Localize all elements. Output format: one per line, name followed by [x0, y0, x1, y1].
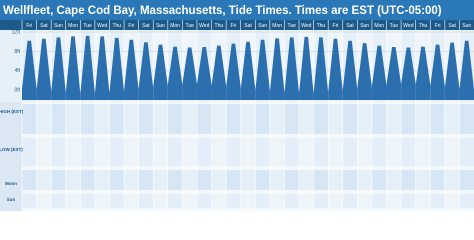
day-label: Sat [40, 23, 48, 29]
day-label: Tue [288, 23, 297, 29]
tide-spike [124, 39, 139, 100]
day-label: Sat [448, 23, 456, 29]
tide-spike [167, 46, 183, 100]
row-label: Sun [7, 197, 16, 202]
table-row [22, 104, 474, 134]
day-label: Sat [142, 23, 150, 29]
tide-spike [313, 37, 329, 100]
tide-spike [342, 40, 358, 100]
tide-chart: Wellfleet, Cape Cod Bay, Massachusetts, … [0, 0, 474, 211]
day-label: Tue [83, 23, 92, 29]
table-row [22, 194, 474, 208]
tide-spike [94, 36, 110, 100]
day-label: Sun [54, 23, 63, 29]
y-tick-label: 4ft [14, 68, 20, 74]
tide-spike [269, 38, 285, 100]
day-label: Sun [462, 23, 471, 29]
day-label: Wed [301, 23, 311, 29]
tide-spike [51, 37, 66, 100]
day-label: Thu [215, 23, 224, 29]
day-label: Tue [185, 23, 194, 29]
tide-spike [182, 47, 197, 100]
y-tick-label: 12ft [12, 29, 21, 35]
tide-spike [80, 35, 95, 101]
table-row [22, 170, 474, 190]
tide-spike [153, 44, 168, 100]
day-label: Sat [244, 23, 252, 29]
day-label: Fri [333, 23, 339, 29]
tide-spike [240, 41, 256, 100]
day-label: Wed [199, 23, 209, 29]
day-header [0, 20, 474, 30]
day-label: Sun [360, 23, 369, 29]
day-label: Thu [112, 23, 121, 29]
day-label: Fri [230, 23, 236, 29]
y-tick-label: 8ft [14, 49, 20, 55]
tide-spike [328, 38, 343, 100]
tide-spike [299, 36, 314, 100]
tide-spike [138, 42, 154, 100]
day-label: Thu [419, 23, 428, 29]
row-label-column [0, 102, 22, 211]
day-label: Mon [68, 23, 78, 29]
y-tick-label: 0ft [14, 88, 20, 94]
table-row [22, 138, 474, 166]
tide-spike [22, 40, 37, 100]
day-label: Fri [128, 23, 134, 29]
tide-spike [226, 43, 241, 100]
day-label: Sun [258, 23, 267, 29]
title-bar [0, 0, 474, 20]
day-label: Tue [390, 23, 399, 29]
tide-spike [36, 38, 52, 100]
row-label: LOW (EST) [0, 147, 23, 152]
day-label: Mon [374, 23, 384, 29]
row-label: HIGH (EST) [0, 109, 24, 114]
tide-spike [65, 36, 81, 100]
chart-title: Wellfleet, Cape Cod Bay, Massachusetts, … [3, 5, 442, 17]
tide-spike [284, 37, 300, 100]
day-label: Thu [317, 23, 326, 29]
day-label: Wed [403, 23, 413, 29]
tide-spike [386, 47, 402, 100]
day-label: Fri [26, 23, 32, 29]
tide-spike [415, 46, 431, 100]
tide-spike [255, 39, 270, 100]
day-label: Sun [156, 23, 165, 29]
day-label: Wed [97, 23, 107, 29]
tide-spike [211, 45, 227, 100]
tide-spike [459, 40, 474, 100]
day-label: Sat [346, 23, 354, 29]
day-label: Fri [435, 23, 441, 29]
tide-spike [109, 37, 125, 100]
tide-spike [371, 45, 387, 100]
tide-spike [357, 43, 372, 100]
tide-spike [401, 47, 416, 100]
day-label: Mon [170, 23, 180, 29]
tide-spike [430, 44, 445, 100]
tide-spike [196, 47, 212, 100]
day-label: Mon [272, 23, 282, 29]
tide-spike [444, 42, 460, 100]
row-label: Moon [5, 181, 17, 186]
